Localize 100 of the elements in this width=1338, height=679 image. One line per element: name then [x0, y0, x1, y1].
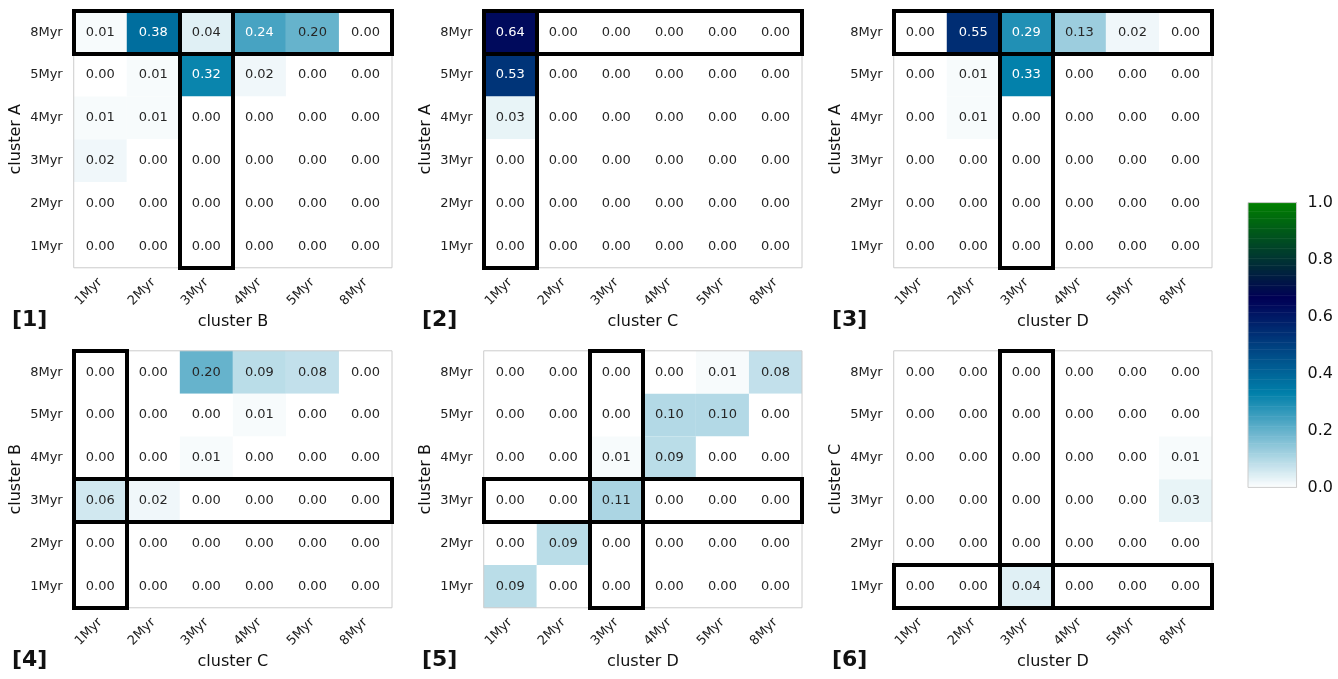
data-label: 0.03	[495, 109, 525, 125]
data-label: 0.00	[601, 534, 631, 550]
data-label: 0.00	[707, 66, 737, 82]
data-label: 0.00	[958, 363, 988, 379]
data-label: 0.13	[1064, 23, 1094, 39]
data-label: 0.01	[601, 449, 631, 465]
data-label: 0.00	[191, 577, 221, 593]
y-tick-label: 8Myr	[30, 363, 64, 379]
y-axis-title: cluster A	[4, 104, 24, 175]
y-tick-label: 4Myr	[30, 449, 64, 465]
y-tick-label: 3Myr	[850, 152, 884, 168]
x-axis-title: cluster D	[606, 650, 679, 670]
data-label: 0.00	[85, 406, 115, 422]
data-label: 0.00	[495, 237, 525, 253]
data-label: 0.00	[138, 237, 168, 253]
data-label: 0.53	[495, 66, 525, 82]
data-label: 0.00	[1117, 492, 1147, 508]
data-label: 0.02	[244, 66, 274, 82]
data-label: 0.00	[548, 237, 578, 253]
x-axis-title: cluster D	[1016, 650, 1089, 670]
data-label: 0.00	[297, 577, 327, 593]
data-label: 0.00	[138, 534, 168, 550]
y-tick-label: 2Myr	[850, 534, 884, 550]
data-label: 0.00	[351, 152, 380, 168]
data-label: 0.00	[548, 66, 578, 82]
data-label: 0.00	[244, 109, 274, 125]
data-label: 0.00	[1064, 577, 1094, 593]
data-label: 0.00	[654, 194, 684, 210]
y-tick-label: 2Myr	[30, 194, 64, 210]
data-label: 0.00	[548, 492, 578, 508]
data-label: 0.00	[495, 449, 525, 465]
data-label: 0.00	[244, 449, 274, 465]
data-label: 0.00	[654, 237, 684, 253]
data-label: 0.00	[297, 406, 327, 422]
y-tick-label: 1Myr	[30, 237, 64, 253]
data-label: 0.64	[495, 23, 525, 39]
data-label: 0.00	[297, 492, 327, 508]
x-axis-title: cluster C	[197, 650, 269, 670]
data-label: 0.00	[905, 237, 935, 253]
y-tick-label: 2Myr	[850, 194, 884, 210]
data-label: 0.09	[548, 534, 578, 550]
data-label: 0.00	[761, 152, 790, 168]
data-label: 0.00	[297, 449, 327, 465]
text: [4]	[12, 645, 48, 671]
data-label: 0.00	[958, 194, 988, 210]
data-label: 0.00	[905, 23, 935, 39]
data-label: 0.00	[1011, 194, 1041, 210]
data-label: 0.00	[191, 534, 221, 550]
data-label: 0.01	[85, 109, 115, 125]
data-label: 0.00	[654, 534, 684, 550]
data-label: 0.00	[1011, 449, 1041, 465]
data-label: 0.00	[1171, 66, 1200, 82]
data-label: 0.00	[138, 406, 168, 422]
data-label: 0.00	[1117, 534, 1147, 550]
data-label: 0.00	[958, 449, 988, 465]
data-label: 0.00	[85, 66, 115, 82]
data-label: 0.00	[761, 109, 790, 125]
y-tick-label: 3Myr	[850, 492, 884, 508]
y-axis-title: cluster A	[824, 104, 844, 175]
data-label: 0.00	[244, 237, 274, 253]
data-label: 0.00	[1117, 363, 1147, 379]
y-tick-label: 1Myr	[850, 577, 884, 593]
data-label: 0.01	[191, 449, 221, 465]
data-label: 0.00	[1117, 194, 1147, 210]
data-label: 0.00	[1117, 577, 1147, 593]
data-label: 0.08	[297, 363, 327, 379]
data-label: 0.00	[905, 66, 935, 82]
data-label: 0.00	[654, 577, 684, 593]
data-label: 0.00	[351, 109, 380, 125]
data-label: 0.00	[601, 109, 631, 125]
data-label: 0.00	[761, 237, 790, 253]
data-label: 0.00	[761, 23, 790, 39]
data-label: 0.00	[1117, 152, 1147, 168]
data-label: 0.10	[654, 406, 684, 422]
data-label: 0.00	[297, 152, 327, 168]
data-label: 0.00	[1171, 237, 1200, 253]
data-label: 0.00	[191, 492, 221, 508]
y-tick-label: 2Myr	[30, 534, 64, 550]
data-label: 0.00	[707, 577, 737, 593]
data-label: 0.00	[1011, 363, 1041, 379]
data-label: 0.00	[1171, 534, 1200, 550]
y-tick-label: 3Myr	[30, 152, 64, 168]
data-label: 0.00	[85, 363, 115, 379]
y-tick-label: 8Myr	[850, 23, 884, 39]
y-tick-label: 5Myr	[440, 406, 474, 422]
data-label: 0.00	[1117, 237, 1147, 253]
data-label: 0.00	[1117, 109, 1147, 125]
data-label: 0.01	[707, 363, 737, 379]
data-label: 0.02	[85, 152, 115, 168]
data-label: 0.00	[244, 492, 274, 508]
data-label: 0.00	[85, 237, 115, 253]
x-axis-title: cluster D	[1016, 310, 1089, 330]
data-label: 0.00	[548, 194, 578, 210]
data-label: 0.00	[548, 152, 578, 168]
data-label: 0.00	[351, 406, 380, 422]
data-label: 0.32	[191, 66, 221, 82]
color-bar-label: 0.0	[1307, 476, 1334, 496]
data-label: 0.00	[1171, 194, 1200, 210]
data-label: 0.00	[351, 194, 380, 210]
y-tick-label: 3Myr	[440, 492, 474, 508]
